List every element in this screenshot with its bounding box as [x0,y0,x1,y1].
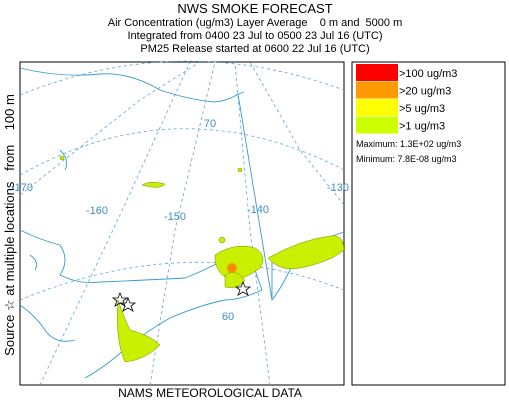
smoke-plume [59,155,345,363]
graticule [19,60,345,386]
hotspot [227,263,237,273]
subtitle: Air Concentration (ug/m3) Layer Average … [108,17,403,29]
lon-label: -130 [327,182,349,194]
legend-label: >20 ug/m3 [399,86,451,98]
legend-label: >5 ug/m3 [399,103,445,115]
legend-max: Maximum: 1.3E+02 ug/m3 [356,139,461,149]
legend: >100 ug/m3 >20 ug/m3 >5 ug/m3 >1 ug/m3 [356,64,457,134]
legend-min: Minimum: 7.8E-08 ug/m3 [356,154,457,164]
legend-frame [351,61,506,386]
sources [111,280,252,312]
legend-swatch [356,116,398,134]
lat-label: 60 [222,311,234,323]
lon-label: -140 [247,204,269,216]
lon-label: -160 [86,205,108,217]
legend-swatch [356,64,398,81]
footer: NAMS METEOROLOGICAL DATA [118,386,302,400]
lon-label: -170 [11,182,33,194]
source-label: Source ☆ at multiple locations from 100 … [2,94,17,356]
map-frame [19,61,345,386]
legend-label: >1 ug/m3 [399,121,445,133]
lat-label: 70 [204,118,216,130]
subtitle: PM25 Release started at 0600 22 Jul 16 (… [140,43,369,55]
subtitle: Integrated from 0400 23 Jul to 0500 23 J… [128,30,383,42]
coastline [19,67,345,379]
title: NWS SMOKE FORECAST [177,1,332,16]
legend-label: >100 ug/m3 [399,68,457,80]
legend-swatch [356,99,398,116]
lon-label: -150 [164,211,186,223]
legend-swatch [356,81,398,99]
